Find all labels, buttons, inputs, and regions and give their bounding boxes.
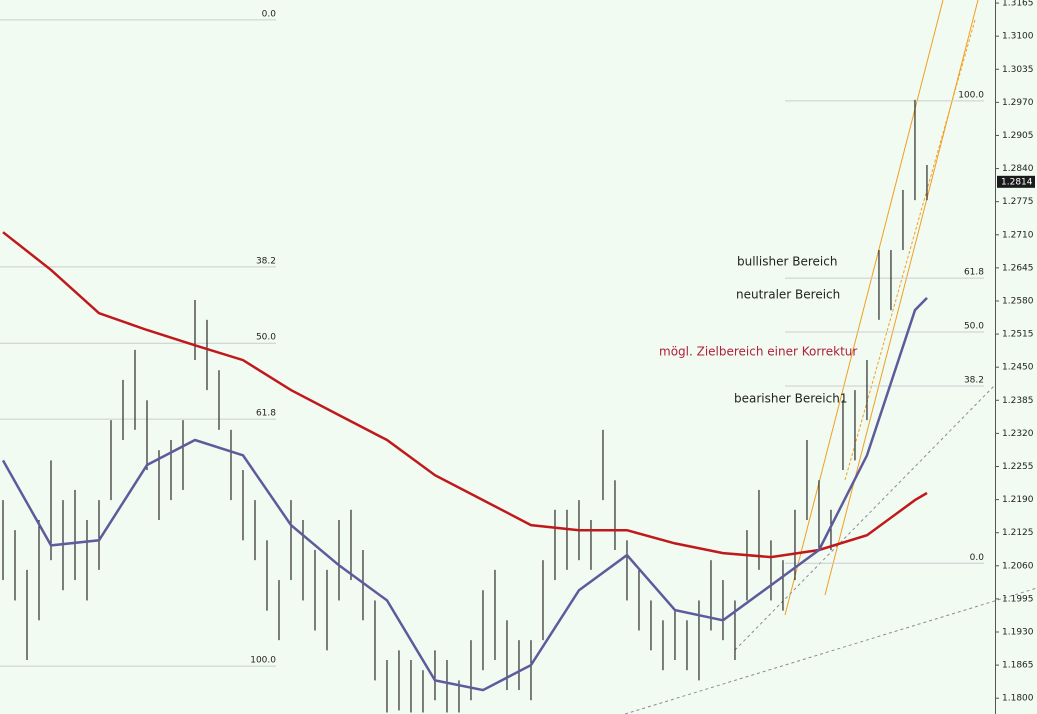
y-tick-label: 1.2970 [1002,98,1034,108]
y-tick-label: 1.3035 [1002,65,1034,75]
y-tick-label: 1.2710 [1002,230,1034,240]
y-tick-label: 1.2840 [1002,164,1034,174]
fib-label: 100.0 [250,656,276,666]
fib-label: 61.8 [964,268,984,278]
channel-line [784,0,944,616]
trend-line [734,384,996,651]
y-tick-label: 1.1800 [1002,694,1034,704]
y-tick-label: 1.3100 [1002,32,1034,42]
fib-label: 38.2 [964,376,984,386]
moving-average [1,297,928,692]
y-tick-label: 1.1865 [1002,661,1034,671]
moving-average [2,231,928,559]
last-price-box [997,175,1035,188]
annotation: bullisher Bereich [737,255,837,269]
fib-label: 61.8 [256,409,276,419]
y-tick-label: 1.2320 [1002,429,1034,439]
fib-label: 0.0 [262,9,277,19]
annotation: neutraler Bereich [736,288,840,302]
y-tick-label: 1.2645 [1002,263,1034,273]
y-tick-label: 1.3165 [1002,0,1034,9]
y-tick-label: 1.2060 [1002,561,1034,571]
annotation: bearisher Bereich1 [734,392,847,406]
y-tick-label: 1.2905 [1002,131,1034,141]
y-tick-label: 1.2515 [1002,330,1034,340]
fib-label: 50.0 [964,322,984,332]
annotation: mögl. Zielbereich einer Korrektur [659,345,857,359]
y-tick-label: 1.2125 [1002,528,1034,538]
y-tick-label: 1.2580 [1002,296,1034,306]
y-tick-label: 1.1930 [1002,628,1034,638]
fib-label: 100.0 [958,90,984,100]
y-tick-label: 1.2775 [1002,197,1034,207]
y-tick-label: 1.2255 [1002,462,1034,472]
fib-label: 0.0 [970,553,985,563]
fib-label: 38.2 [256,256,276,266]
fib-label: 50.0 [256,333,276,343]
y-tick-label: 1.1995 [1002,594,1034,604]
last-price-label: 1.2814 [1001,177,1033,187]
y-tick-label: 1.2190 [1002,495,1034,505]
y-tick-label: 1.2450 [1002,363,1034,373]
y-tick-label: 1.2385 [1002,396,1034,406]
